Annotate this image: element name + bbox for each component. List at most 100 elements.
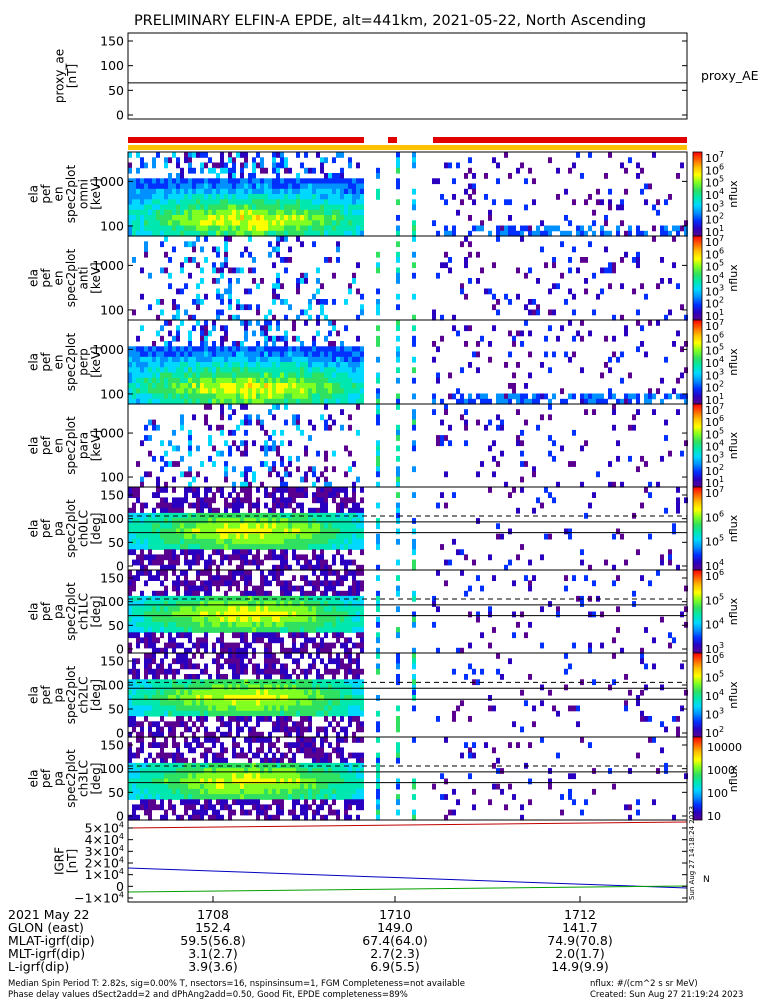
pixel-cell [300,668,304,675]
pixel-cell [176,461,180,467]
pixel-cell [160,502,164,509]
pixel-cell [228,570,232,576]
pixel-cell [612,481,616,488]
pixel-cell [256,383,260,389]
pixel-cell [344,497,348,504]
pixel-cell [276,241,280,248]
pixel-cell [236,731,240,738]
pixel-cell [292,637,296,644]
colorbar [692,569,703,654]
colorbar-label: nflux [727,180,740,208]
pixel-cell [240,695,244,701]
pixel-cell [620,204,624,211]
pixel-cell [328,424,332,431]
pixel-cell [488,209,492,216]
pixel-cell [312,424,316,431]
pixel-cell [296,188,300,195]
pixel-cell [188,157,192,164]
pixel-cell [152,590,156,597]
pixel-cell [376,523,380,530]
pixel-cell [284,367,288,374]
pixel-cell [356,621,360,628]
pixel-cell [136,632,140,639]
pixel-cell [636,466,640,473]
pixel-cell [172,507,176,514]
pixel-cell [660,230,664,237]
pixel-cell [136,658,140,665]
pixel-cell [272,445,276,452]
pixel-cell [140,476,144,483]
pixel-cell [312,194,316,200]
pixel-cell [296,528,300,535]
pixel-cell [304,188,308,195]
pixel-cell [272,215,276,221]
pixel-cell [564,585,568,592]
pixel-cell [268,377,272,384]
pixel-cell [164,689,168,696]
pixel-cell [348,183,352,190]
pixel-cell [240,637,244,644]
pixel-cell [276,351,280,358]
panel-frame [127,32,688,120]
pixel-cell [156,668,160,675]
pixel-cell [292,356,296,363]
pixel-cell [312,658,316,665]
pixel-cell [304,695,308,701]
pixel-cell [168,721,172,728]
pixel-cell [492,304,496,311]
pixel-cell [376,445,380,452]
pixel-cell [228,183,232,190]
pixel-cell [228,225,232,232]
pixel-cell [140,570,144,576]
pixel-cell [648,580,652,587]
pixel-cell [140,559,144,566]
pixel-cell [216,580,220,587]
pixel-cell [520,461,524,467]
pixel-cell [216,393,220,400]
pixel-cell [148,658,152,665]
pixel-cell [144,424,148,431]
pixel-cell [132,549,136,556]
pixel-cell [284,183,288,190]
pixel-cell [160,528,164,535]
pixel-cell [192,241,196,248]
pixel-cell [300,564,304,571]
pixel-cell [144,642,148,649]
pixel-cell [208,518,212,524]
pixel-cell [332,627,336,633]
pixel-cell [232,383,236,389]
pixel-cell [324,188,328,195]
pixel-cell [472,225,476,232]
pixel-cell [296,492,300,498]
pixel-cell [192,325,196,332]
pixel-cell [284,335,288,342]
pixel-cell [152,225,156,232]
pixel-cell [228,293,232,300]
pixel-cell [336,377,340,384]
pixel-cell [492,440,496,447]
pixel-cell [160,220,164,227]
pixel-cell [328,538,332,545]
pixel-cell [468,167,472,174]
pixel-cell [304,225,308,232]
pixel-cell [332,632,336,639]
pixel-cell [656,481,660,488]
pixel-cell [284,257,288,263]
pixel-cell [296,183,300,190]
pixel-cell [360,497,364,504]
pixel-cell [160,523,164,530]
pixel-cell [192,653,196,659]
pixel-cell [272,162,276,169]
pixel-cell [612,564,616,571]
y-axis-label: ch1LC [77,593,91,630]
pixel-cell [412,424,416,431]
pixel-cell [212,341,216,347]
pixel-cell [332,611,336,618]
pixel-cell [356,346,360,353]
pixel-cell [208,533,212,540]
pixel-cell [436,570,440,576]
pixel-cell [128,351,132,358]
pixel-cell [184,684,188,691]
pixel-cell [320,689,324,696]
